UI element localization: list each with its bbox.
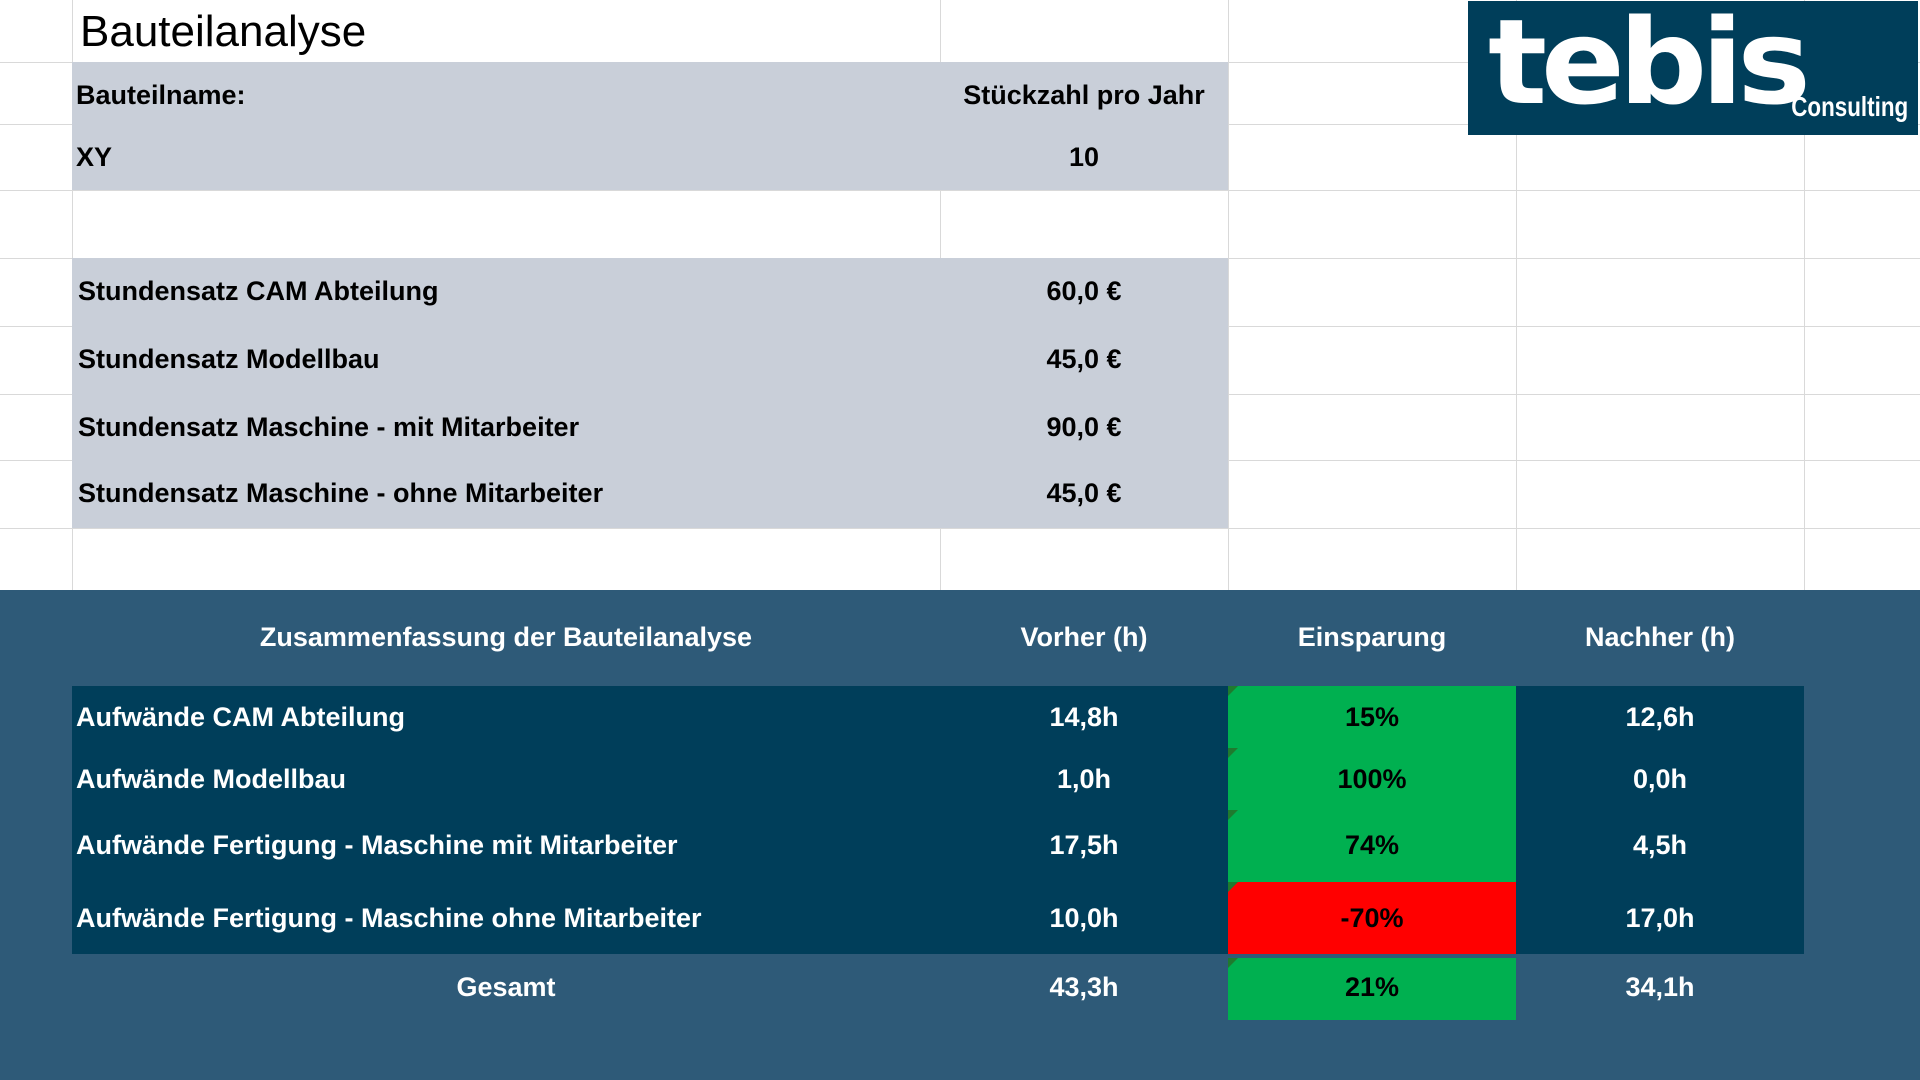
summary-row-label[interactable]: Aufwände CAM Abteilung bbox=[76, 702, 405, 732]
cell-comment-marker bbox=[1228, 686, 1238, 696]
summary-row-before[interactable]: 14,8h bbox=[1049, 702, 1119, 732]
row-line bbox=[0, 528, 1920, 529]
logo-subtitle: Consulting bbox=[1791, 91, 1908, 122]
page-title[interactable]: Bauteilanalyse bbox=[80, 7, 367, 56]
rate-label-machine-with-staff[interactable]: Stundensatz Maschine - mit Mitarbeiter bbox=[78, 412, 580, 442]
summary-total-label[interactable]: Gesamt bbox=[456, 972, 556, 1002]
saving-cell-positive[interactable] bbox=[1228, 748, 1516, 810]
rate-label-modellbau[interactable]: Stundensatz Modellbau bbox=[78, 344, 380, 374]
saving-cell-positive[interactable] bbox=[1228, 686, 1516, 748]
part-name-label[interactable]: Bauteilname: bbox=[76, 80, 246, 110]
rate-value-machine-without-staff[interactable]: 45,0 € bbox=[1046, 478, 1122, 508]
summary-row-saving[interactable]: 74% bbox=[1344, 830, 1400, 860]
summary-row-saving[interactable]: 100% bbox=[1337, 764, 1407, 794]
cell-comment-marker bbox=[1228, 958, 1238, 968]
saving-cell-negative[interactable] bbox=[1228, 882, 1516, 954]
cell-comment-marker bbox=[1228, 882, 1238, 892]
rate-value-cam[interactable]: 60,0 € bbox=[1046, 276, 1122, 306]
rate-label-machine-without-staff[interactable]: Stundensatz Maschine - ohne Mitarbeiter bbox=[78, 478, 604, 508]
saving-cell-positive[interactable] bbox=[1228, 810, 1516, 882]
row-line bbox=[0, 190, 1920, 191]
part-name-value[interactable]: XY bbox=[76, 142, 113, 172]
column-line bbox=[1804, 0, 1805, 590]
summary-total-saving[interactable]: 21% bbox=[1344, 972, 1400, 1002]
saving-cell-total[interactable] bbox=[1228, 958, 1516, 1020]
summary-total-after[interactable]: 34,1h bbox=[1625, 972, 1695, 1002]
summary-header-before: Vorher (h) bbox=[1020, 622, 1148, 652]
summary-header-saving: Einsparung bbox=[1297, 622, 1447, 652]
summary-row-after[interactable]: 0,0h bbox=[1632, 764, 1688, 794]
summary-row-before[interactable]: 1,0h bbox=[1056, 764, 1112, 794]
summary-total-before[interactable]: 43,3h bbox=[1049, 972, 1119, 1002]
summary-row-label[interactable]: Aufwände Fertigung - Maschine mit Mitarb… bbox=[76, 830, 678, 860]
quantity-label[interactable]: Stückzahl pro Jahr bbox=[963, 80, 1205, 110]
cell-comment-marker bbox=[1228, 748, 1238, 758]
summary-header-title: Zusammenfassung der Bauteilanalyse bbox=[259, 622, 753, 652]
summary-row-label[interactable]: Aufwände Modellbau bbox=[76, 764, 346, 794]
summary-row-saving[interactable]: 15% bbox=[1344, 702, 1400, 732]
logo-wordmark: tebis bbox=[1488, 0, 1811, 131]
column-line bbox=[1516, 0, 1517, 590]
summary-row-before[interactable]: 10,0h bbox=[1049, 903, 1119, 933]
column-line bbox=[1228, 0, 1229, 590]
summary-row-after[interactable]: 12,6h bbox=[1625, 702, 1695, 732]
summary-row-saving[interactable]: -70% bbox=[1340, 903, 1404, 933]
rate-value-modellbau[interactable]: 45,0 € bbox=[1046, 344, 1122, 374]
quantity-value[interactable]: 10 bbox=[1068, 142, 1100, 172]
header-panel bbox=[72, 62, 1228, 190]
rate-value-machine-with-staff[interactable]: 90,0 € bbox=[1046, 412, 1122, 442]
cell-comment-marker bbox=[1228, 810, 1238, 820]
summary-row-before[interactable]: 17,5h bbox=[1049, 830, 1119, 860]
summary-header-after: Nachher (h) bbox=[1584, 622, 1736, 652]
rates-panel bbox=[72, 258, 1228, 528]
rate-label-cam[interactable]: Stundensatz CAM Abteilung bbox=[78, 276, 439, 306]
tebis-logo: tebis Consulting bbox=[1468, 1, 1918, 135]
summary-row-after[interactable]: 17,0h bbox=[1625, 903, 1695, 933]
summary-row-after[interactable]: 4,5h bbox=[1632, 830, 1688, 860]
summary-row-label[interactable]: Aufwände Fertigung - Maschine ohne Mitar… bbox=[76, 903, 702, 933]
